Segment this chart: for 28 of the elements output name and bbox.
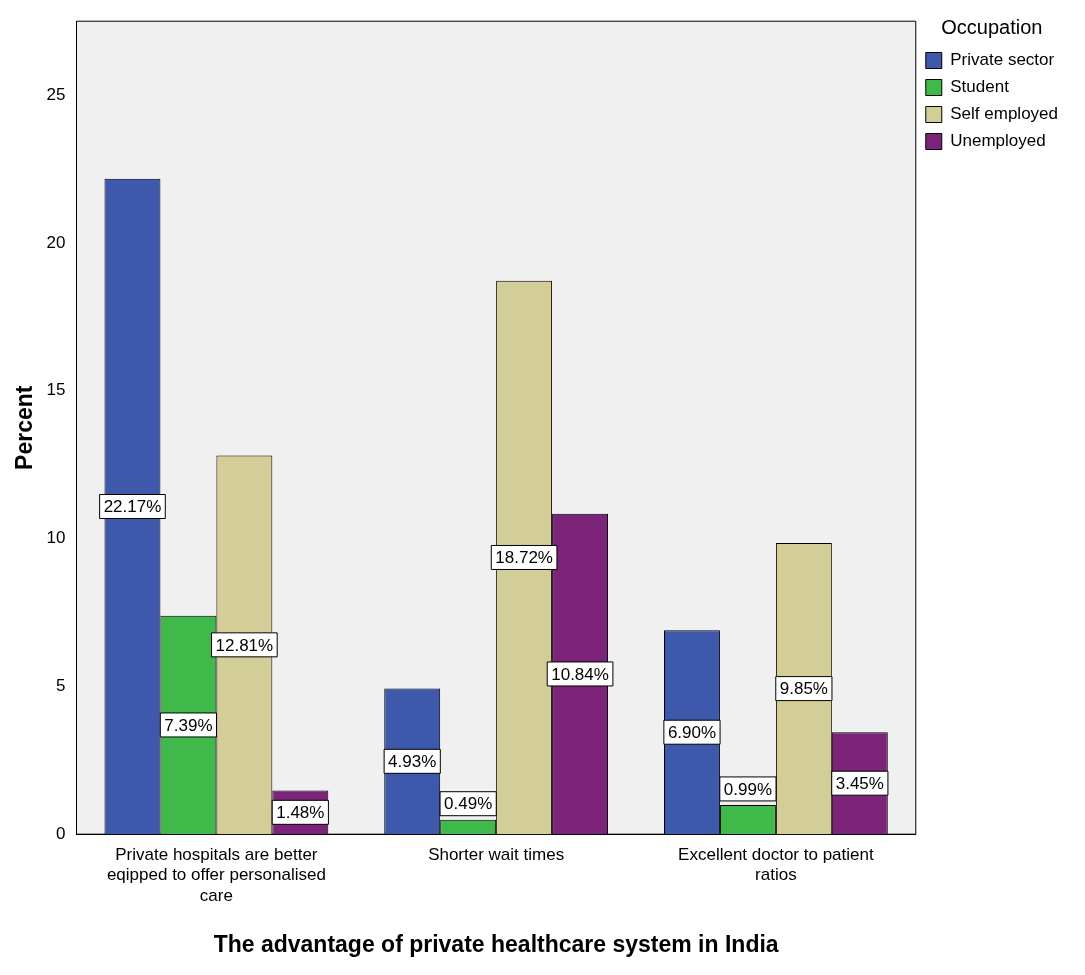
- y-tick-label: 15: [46, 380, 66, 400]
- data-label: 9.85%: [779, 679, 828, 699]
- legend-label: Private sector: [950, 50, 1055, 70]
- legend-title: Occupation: [941, 15, 1043, 38]
- x-tick-label: Excellent doctor to patient ratios: [678, 845, 874, 885]
- data-label: 7.39%: [164, 715, 213, 735]
- data-label: 10.84%: [551, 664, 609, 684]
- legend-label: Self employed: [950, 104, 1059, 124]
- data-label: 12.81%: [215, 635, 274, 655]
- data-label: 22.17%: [103, 497, 162, 517]
- data-label: 4.93%: [388, 752, 437, 772]
- y-tick-label: 25: [46, 84, 66, 104]
- y-tick-label: 20: [46, 232, 66, 252]
- y-tick-label: 0: [56, 823, 66, 843]
- data-label: 6.90%: [667, 722, 717, 742]
- data-label: 1.48%: [276, 803, 325, 823]
- x-axis-title: The advantage of private healthcare system in India: [213, 930, 779, 957]
- y-axis-title: Percent: [11, 385, 38, 470]
- x-tick-label: Private hospitals are better eqipped to offer personalised care: [106, 845, 326, 905]
- data-label: 0.49%: [444, 794, 493, 814]
- y-tick-label: 5: [56, 676, 66, 696]
- legend-label: Unemployed: [950, 131, 1046, 151]
- data-label: 18.72%: [495, 548, 553, 568]
- y-tick-label: 10: [46, 528, 66, 548]
- data-label: 3.45%: [835, 773, 884, 793]
- legend-label: Student: [950, 77, 1010, 97]
- data-label: 0.99%: [723, 779, 773, 799]
- x-tick-label: Shorter wait times: [428, 845, 565, 865]
